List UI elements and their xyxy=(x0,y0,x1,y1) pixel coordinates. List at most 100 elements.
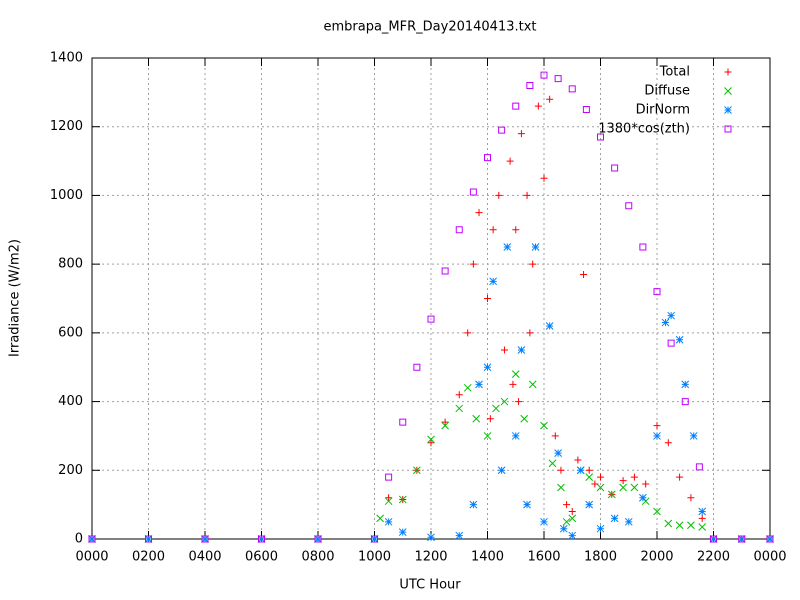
data-point xyxy=(580,270,588,278)
data-point xyxy=(314,535,322,543)
data-point xyxy=(681,398,689,406)
data-point xyxy=(676,473,684,481)
data-point xyxy=(526,81,534,89)
data-point xyxy=(585,500,594,509)
data-point xyxy=(568,508,576,516)
data-point xyxy=(738,535,746,543)
chart-title: embrapa_MFR_Day20140413.txt xyxy=(323,20,536,35)
data-point xyxy=(557,466,565,474)
data-point xyxy=(145,535,152,543)
x-tick-label: 0600 xyxy=(245,550,278,565)
y-tick-label: 1400 xyxy=(50,51,83,66)
data-point xyxy=(710,535,717,543)
x-tick-label: 2000 xyxy=(640,550,673,565)
data-point xyxy=(500,397,509,406)
data-point xyxy=(597,133,604,141)
data-point xyxy=(201,535,209,543)
data-point xyxy=(540,174,548,182)
data-point xyxy=(384,497,393,506)
data-point xyxy=(475,380,483,389)
data-point xyxy=(503,243,512,251)
data-point xyxy=(576,466,585,475)
legend-label: Total xyxy=(659,65,690,80)
data-point xyxy=(551,432,559,440)
data-point xyxy=(413,363,421,371)
data-point xyxy=(653,422,661,430)
data-point xyxy=(667,311,675,320)
data-point xyxy=(619,477,627,485)
data-point xyxy=(709,535,718,543)
data-point xyxy=(661,318,670,327)
data-point xyxy=(554,75,562,83)
data-point xyxy=(607,490,616,499)
legend-label: Diffuse xyxy=(644,84,690,99)
data-point xyxy=(540,421,548,430)
legend-marker xyxy=(724,68,732,76)
data-point xyxy=(653,288,661,296)
data-point xyxy=(472,414,481,423)
data-point xyxy=(413,466,421,475)
data-point xyxy=(486,415,494,423)
y-axis-label: Irradiance (W/m2) xyxy=(8,239,23,357)
data-point xyxy=(653,432,661,440)
data-point xyxy=(681,380,690,389)
data-point xyxy=(534,102,542,110)
data-point xyxy=(512,102,520,110)
data-point xyxy=(562,517,571,526)
data-point xyxy=(475,209,483,217)
data-point xyxy=(376,514,385,523)
data-point xyxy=(630,473,638,481)
data-point xyxy=(517,346,526,354)
data-point xyxy=(526,329,534,337)
data-point xyxy=(653,507,661,516)
legend-label: 1380*cos(zth) xyxy=(598,122,690,137)
data-point xyxy=(201,535,209,543)
data-point xyxy=(371,535,378,543)
data-point xyxy=(384,517,393,526)
y-tick-label: 0 xyxy=(75,532,83,547)
y-tick-label: 1200 xyxy=(50,119,83,134)
data-point xyxy=(624,517,633,526)
data-point xyxy=(500,346,508,354)
data-point xyxy=(559,524,568,533)
data-point xyxy=(548,459,557,468)
x-tick-label: 0400 xyxy=(188,550,221,565)
data-point xyxy=(540,71,548,79)
data-point xyxy=(427,533,435,542)
data-point xyxy=(540,517,548,526)
data-point xyxy=(484,295,491,302)
data-point xyxy=(630,483,639,492)
data-point xyxy=(675,521,684,530)
data-point xyxy=(737,535,746,543)
data-point xyxy=(258,535,265,543)
data-point xyxy=(517,130,525,138)
data-point xyxy=(463,383,472,392)
data-point xyxy=(314,535,322,543)
data-point xyxy=(385,494,393,502)
x-axis-label: UTC Hour xyxy=(399,578,461,593)
data-point xyxy=(574,456,582,464)
data-point xyxy=(698,523,707,531)
data-point xyxy=(520,414,529,423)
data-point xyxy=(492,404,500,413)
legend-marker xyxy=(724,106,732,114)
data-point xyxy=(568,531,577,540)
data-point xyxy=(512,226,520,234)
data-point xyxy=(698,507,707,516)
data-point xyxy=(88,535,96,543)
data-point xyxy=(370,535,379,543)
data-point xyxy=(582,106,590,114)
x-tick-label: 1200 xyxy=(414,550,447,565)
y-tick-label: 800 xyxy=(58,257,83,272)
data-point xyxy=(441,421,449,430)
y-tick-label: 600 xyxy=(58,325,83,340)
data-point xyxy=(546,95,554,103)
x-tick-label: 1400 xyxy=(471,550,504,565)
x-tick-label: 0200 xyxy=(132,550,165,565)
legend-label: DirNorm xyxy=(636,103,690,118)
data-point xyxy=(563,501,571,509)
data-point xyxy=(687,494,695,502)
x-tick-label: 1800 xyxy=(584,550,617,565)
data-point xyxy=(596,483,605,492)
data-point xyxy=(625,202,633,210)
